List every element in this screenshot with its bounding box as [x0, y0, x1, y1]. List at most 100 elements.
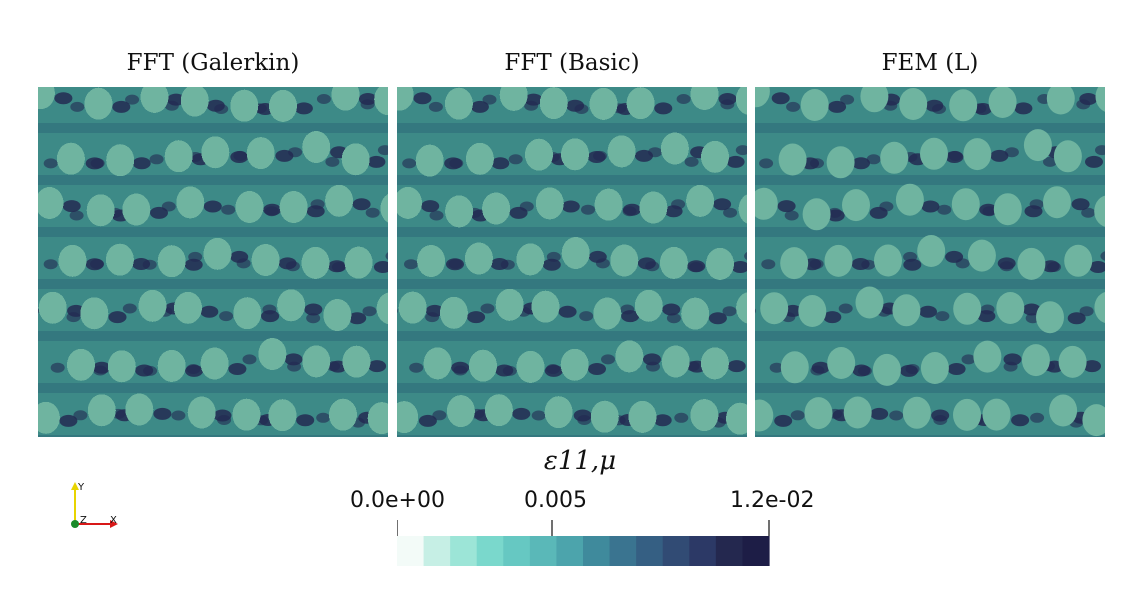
fiber-inclusion — [953, 398, 981, 431]
fiber-inclusion — [780, 351, 809, 384]
fiber-inclusion — [1095, 87, 1105, 112]
strain-field-image — [397, 87, 747, 437]
fiber-inclusion — [269, 89, 297, 122]
strain-hotspot — [367, 155, 386, 168]
fiber-inclusion — [138, 289, 167, 322]
fiber-inclusion — [589, 87, 618, 120]
strain-hotspot — [171, 410, 186, 421]
fiber-inclusion — [531, 290, 560, 323]
strain-field-fft-basic — [397, 87, 747, 437]
fiber-inclusion — [200, 347, 229, 380]
fiber-inclusion — [465, 142, 494, 175]
fiber-inclusion — [892, 294, 921, 327]
fiber-inclusion — [736, 292, 747, 324]
fiber-inclusion — [180, 87, 209, 117]
strain-hotspot — [500, 259, 515, 270]
strain-hotspot — [448, 259, 463, 269]
z-axis-dot — [71, 520, 79, 528]
fiber-inclusion — [446, 395, 475, 428]
strain-band — [38, 227, 388, 237]
strain-hotspot — [1071, 198, 1090, 211]
strain-hotspot — [404, 259, 418, 270]
strain-hotspot — [744, 251, 747, 261]
strain-hotspot — [810, 158, 824, 169]
strain-hotspot — [1030, 412, 1045, 423]
strain-hotspot — [50, 362, 65, 373]
strain-hotspot — [654, 102, 673, 115]
colorbar-segment — [556, 536, 584, 566]
strain-hotspot — [935, 311, 950, 322]
colorbar-title: ε11,μ — [543, 446, 617, 476]
strain-hotspot — [601, 354, 615, 365]
fiber-inclusion — [279, 191, 308, 223]
strain-hotspot — [671, 199, 686, 210]
fiber-inclusion — [539, 87, 568, 120]
fiber-inclusion — [164, 140, 193, 173]
strain-hotspot — [360, 99, 375, 110]
fiber-inclusion — [802, 198, 831, 231]
fiber-inclusion — [855, 286, 884, 319]
fiber-inclusion — [659, 246, 688, 279]
strain-hotspot — [285, 261, 300, 272]
strain-hotspot — [838, 303, 853, 314]
strain-hotspot — [365, 207, 380, 218]
fiber-inclusion — [982, 398, 1011, 431]
fiber-inclusion — [302, 131, 331, 163]
strain-hotspot — [889, 410, 904, 421]
strain-band — [397, 435, 747, 437]
fiber-inclusion — [201, 136, 230, 169]
strain-field-fft-galerkin — [38, 87, 388, 437]
fiber-inclusion — [827, 347, 856, 379]
fiber-inclusion — [690, 399, 719, 432]
strain-hotspot — [828, 100, 847, 113]
strain-hotspot — [43, 158, 58, 169]
strain-hotspot — [932, 104, 946, 114]
strain-hotspot — [184, 258, 203, 271]
strain-hotspot — [373, 261, 388, 273]
fiber-inclusion — [639, 191, 668, 224]
strain-hotspot — [1004, 147, 1019, 158]
strain-hotspot — [1100, 251, 1105, 261]
strain-field-image — [38, 87, 388, 437]
fiber-inclusion — [397, 87, 414, 111]
strain-hotspot — [125, 94, 140, 105]
strain-hotspot — [161, 201, 176, 212]
fiber-inclusion — [38, 291, 67, 324]
strain-hotspot — [861, 259, 876, 270]
fiber-inclusion — [593, 297, 622, 330]
strain-hotspot — [577, 415, 592, 425]
fiber-inclusion — [86, 194, 115, 227]
fiber-inclusion — [516, 350, 545, 383]
strain-hotspot — [561, 200, 580, 213]
strain-hotspot — [761, 259, 776, 270]
fiber-inclusion — [1094, 291, 1105, 324]
fiber-inclusion — [1082, 404, 1105, 437]
fiber-inclusion — [920, 352, 949, 384]
axes-triad: Y Z X — [71, 482, 118, 528]
fiber-inclusion — [415, 144, 444, 177]
strain-hotspot — [784, 210, 799, 221]
fiber-inclusion — [38, 401, 60, 434]
fiber-inclusion — [628, 400, 657, 433]
strain-hotspot — [955, 258, 970, 269]
fiber-inclusion — [56, 142, 85, 175]
strain-hotspot — [188, 251, 203, 262]
strain-band — [38, 175, 388, 185]
fiber-inclusion — [157, 349, 186, 382]
fiber-inclusion — [105, 243, 134, 276]
strain-hotspot — [385, 252, 388, 260]
strain-hotspot — [708, 312, 727, 325]
strain-hotspot — [429, 210, 444, 221]
strain-hotspot — [827, 207, 842, 218]
fiber-inclusion — [544, 396, 573, 429]
fiber-inclusion — [341, 143, 370, 176]
strain-hotspot — [413, 92, 432, 105]
fiber-inclusion — [967, 239, 996, 272]
strain-band — [397, 383, 747, 393]
fiber-inclusion — [397, 186, 422, 219]
strain-hotspot — [646, 361, 660, 372]
strain-hotspot — [581, 204, 595, 215]
y-axis-arrowhead — [71, 482, 79, 490]
fiber-inclusion — [895, 183, 924, 216]
fiber-inclusion — [735, 87, 747, 115]
